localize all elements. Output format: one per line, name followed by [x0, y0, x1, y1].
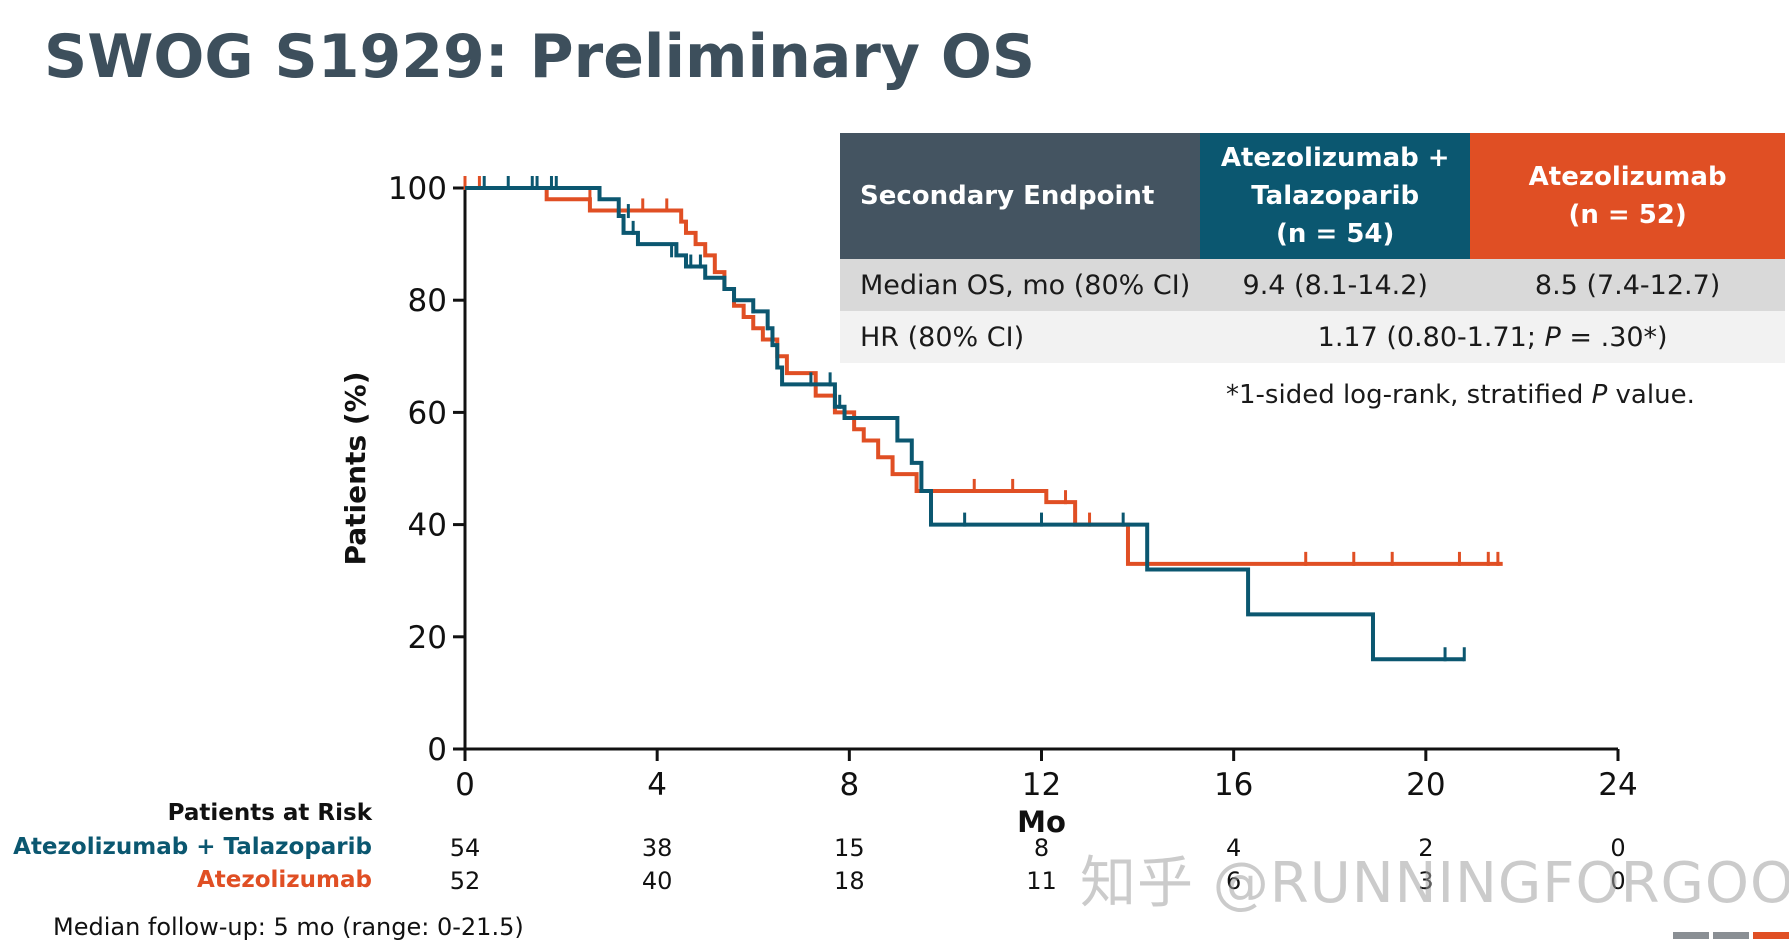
km-curve — [465, 186, 1503, 566]
header-combo-line3: (n = 54) — [1276, 219, 1395, 249]
x-axis-label: Mo — [1017, 805, 1066, 839]
header-combo: Atezolizumab + Talazoparib (n = 54) — [1200, 133, 1471, 259]
risk-value: 0 — [1610, 834, 1626, 862]
hr-value-p: P — [1544, 321, 1561, 353]
risk-value: 38 — [641, 834, 673, 862]
risk-value: 2 — [1418, 834, 1434, 862]
median-os-label: Median OS, mo (80% CI) — [840, 259, 1201, 311]
header-combo-line1: Atezolizumab + — [1220, 143, 1450, 173]
median-os-combo: 9.4 (8.1-14.2) — [1200, 259, 1471, 311]
risk-value: 11 — [1026, 867, 1057, 895]
y-tick-label: 40 — [408, 508, 447, 544]
header-atezo: Atezolizumab (n = 52) — [1470, 133, 1785, 259]
x-tick-label: 0 — [455, 767, 475, 803]
x-tick-label: 8 — [839, 767, 859, 803]
risk-value: 40 — [641, 867, 673, 895]
x-tick-label: 16 — [1214, 767, 1253, 803]
risk-value: 4 — [1226, 834, 1242, 862]
series-1 — [465, 176, 1466, 662]
x-tick-label: 4 — [647, 767, 667, 803]
y-tick-label: 80 — [408, 283, 447, 319]
x-tick-label: 24 — [1598, 767, 1637, 803]
risk-value: 3 — [1418, 867, 1434, 895]
y-axis-label: Patients (%) — [339, 371, 372, 565]
corner-bar-gray — [1673, 932, 1709, 939]
median-os-atezo: 8.5 (7.4-12.7) — [1470, 259, 1785, 311]
header-endpoint: Secondary Endpoint — [840, 133, 1201, 259]
footnote: *1-sided log-rank, stratified P value. — [1226, 380, 1695, 410]
y-tick-label: 0 — [427, 732, 447, 768]
header-combo-line2: Talazoparib — [1251, 181, 1420, 211]
y-tick-label: 100 — [388, 171, 447, 207]
footnote-post: value. — [1607, 380, 1695, 410]
series-layer — [463, 176, 1503, 662]
series-0 — [463, 176, 1503, 566]
corner-bar-gray-2 — [1713, 932, 1749, 939]
table-row-median-os: Median OS, mo (80% CI) 9.4 (8.1-14.2) 8.… — [840, 259, 1785, 311]
table-header-row: Secondary Endpoint Atezolizumab + Talazo… — [840, 133, 1785, 259]
x-axis-ticks: 0 4 8 12 16 20 24 — [455, 749, 1638, 803]
endpoint-table: Secondary Endpoint Atezolizumab + Talazo… — [840, 133, 1785, 363]
risk-value: 52 — [449, 867, 481, 895]
risk-value: 18 — [834, 867, 865, 895]
footnote-p: P — [1591, 380, 1608, 410]
y-tick-label: 20 — [408, 620, 447, 656]
hr-label: HR (80% CI) — [840, 311, 1201, 363]
header-atezo-line1: Atezolizumab — [1528, 162, 1727, 192]
watermark: 知乎 @RUNNINGFORGOOD — [1080, 851, 1789, 916]
x-tick-label: 20 — [1406, 767, 1445, 803]
table-row-hr: HR (80% CI) 1.17 (0.80-1.71; P = .30*) — [840, 311, 1785, 363]
risk-value: 15 — [834, 834, 865, 862]
x-tick-label: 12 — [1022, 767, 1061, 803]
km-curve — [465, 186, 1465, 662]
risk-table-title: Patients at Risk — [167, 800, 372, 826]
risk-label-combo: Atezolizumab + Talazoparib — [13, 834, 372, 860]
y-tick-label: 60 — [408, 395, 447, 431]
y-axis-ticks: 0 20 40 60 80 100 — [388, 171, 465, 768]
risk-value: 0 — [1610, 867, 1626, 895]
hr-value: 1.17 (0.80-1.71; P = .30*) — [1200, 311, 1785, 363]
corner-decoration — [1673, 932, 1789, 939]
hr-value-pre: 1.17 (0.80-1.71; — [1317, 321, 1545, 353]
risk-value: 6 — [1226, 867, 1242, 895]
footnote-pre: *1-sided log-rank, stratified — [1226, 380, 1592, 410]
risk-value: 8 — [1033, 834, 1050, 862]
hr-value-post: = .30*) — [1560, 321, 1668, 353]
page-title: SWOG S1929: Preliminary OS — [44, 22, 1036, 92]
risk-label-atezo: Atezolizumab — [196, 867, 372, 893]
header-atezo-line2: (n = 52) — [1568, 200, 1687, 230]
median-followup: Median follow-up: 5 mo (range: 0-21.5) — [53, 913, 524, 941]
corner-bar-orange — [1753, 932, 1789, 939]
risk-value: 54 — [449, 834, 481, 862]
